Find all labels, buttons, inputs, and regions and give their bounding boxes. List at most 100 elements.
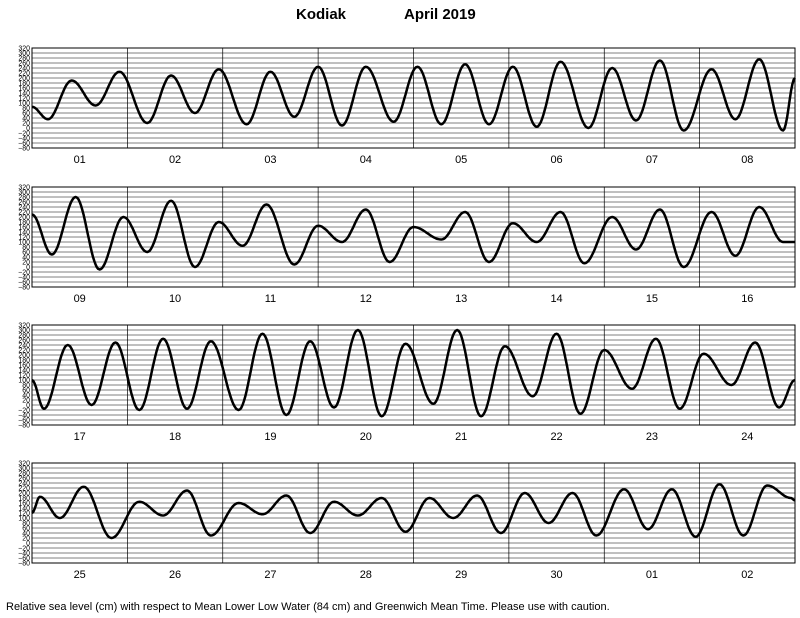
y-tick-label: 140 [18, 230, 30, 237]
y-tick-label: 220 [18, 71, 30, 78]
y-tick-label: 200 [18, 215, 30, 222]
y-tick-label: 80 [22, 106, 30, 113]
day-label: 01 [74, 154, 86, 166]
day-label: 24 [741, 431, 753, 443]
y-tick-label: 0 [26, 265, 30, 272]
day-label: 25 [74, 569, 86, 581]
day-label: 29 [455, 569, 467, 581]
y-tick-label: 80 [22, 245, 30, 252]
y-tick-label: 260 [18, 61, 30, 68]
y-tick-label: 240 [18, 205, 30, 212]
y-tick-label: 280 [18, 333, 30, 340]
y-tick-label: 60 [22, 250, 30, 257]
y-tick-label: −20 [18, 408, 30, 415]
y-tick-label: −80 [18, 146, 30, 153]
chart-footnote: Relative sea level (cm) with respect to … [6, 601, 610, 613]
y-tick-label: 60 [22, 526, 30, 533]
day-label: 06 [550, 154, 562, 166]
y-tick-label: 160 [18, 225, 30, 232]
y-tick-label: 20 [22, 260, 30, 267]
day-label: 17 [74, 431, 86, 443]
y-tick-label: 80 [22, 383, 30, 390]
y-tick-label: 180 [18, 496, 30, 503]
y-tick-label: 320 [18, 46, 30, 53]
y-tick-label: 300 [18, 51, 30, 58]
y-tick-label: 0 [26, 403, 30, 410]
day-label: 23 [646, 431, 658, 443]
day-label: 05 [455, 154, 467, 166]
y-tick-label: −40 [18, 551, 30, 558]
y-tick-label: 180 [18, 358, 30, 365]
y-tick-label: 0 [26, 541, 30, 548]
tide-chart: 3203002802602402202001801601401201008060… [18, 46, 796, 581]
y-tick-label: 260 [18, 476, 30, 483]
chart-title-station: Kodiak [296, 6, 347, 23]
day-label: 22 [550, 431, 562, 443]
y-tick-label: 0 [26, 126, 30, 133]
y-tick-label: 20 [22, 398, 30, 405]
day-label: 02 [741, 569, 753, 581]
y-tick-label: 40 [22, 255, 30, 262]
y-tick-label: 100 [18, 378, 30, 385]
y-tick-label: 120 [18, 235, 30, 242]
panel-frame [31, 186, 796, 288]
y-tick-label: −40 [18, 275, 30, 282]
y-tick-label: −20 [18, 270, 30, 277]
y-tick-label: 280 [18, 195, 30, 202]
y-tick-label: 320 [18, 461, 30, 468]
day-label: 15 [646, 293, 658, 305]
y-tick-label: −80 [18, 285, 30, 292]
y-tick-label: 100 [18, 101, 30, 108]
day-label: 18 [169, 431, 181, 443]
y-tick-label: 40 [22, 116, 30, 123]
tide-curve [31, 195, 795, 271]
y-tick-label: 140 [18, 506, 30, 513]
day-label: 30 [550, 569, 562, 581]
day-label: 08 [741, 154, 753, 166]
y-tick-label: 240 [18, 66, 30, 73]
day-label: 13 [455, 293, 467, 305]
y-tick-label: 120 [18, 511, 30, 518]
y-tick-label: 220 [18, 210, 30, 217]
y-tick-label: 140 [18, 91, 30, 98]
y-tick-label: 240 [18, 481, 30, 488]
y-tick-label: 220 [18, 486, 30, 493]
y-tick-label: −40 [18, 413, 30, 420]
y-tick-label: 120 [18, 373, 30, 380]
y-tick-label: −80 [18, 423, 30, 430]
tide-curve [31, 328, 796, 418]
y-tick-label: 80 [22, 521, 30, 528]
day-label: 09 [74, 293, 86, 305]
y-tick-label: 100 [18, 516, 30, 523]
day-label: 16 [741, 293, 753, 305]
tide-curve [31, 58, 796, 132]
y-tick-label: −20 [18, 546, 30, 553]
day-label: 04 [360, 154, 372, 166]
y-tick-label: 300 [18, 328, 30, 335]
y-tick-label: 280 [18, 56, 30, 63]
y-tick-label: −20 [18, 131, 30, 138]
y-tick-label: −60 [18, 556, 30, 563]
panel-frame [31, 324, 796, 426]
y-tick-label: 160 [18, 86, 30, 93]
y-tick-label: 120 [18, 96, 30, 103]
y-tick-label: −40 [18, 136, 30, 143]
y-tick-label: 220 [18, 348, 30, 355]
y-tick-label: 320 [18, 323, 30, 330]
y-tick-label: 260 [18, 338, 30, 345]
day-label: 28 [360, 569, 372, 581]
y-tick-label: 240 [18, 343, 30, 350]
chart-title-period: April 2019 [404, 6, 476, 23]
y-tick-label: 260 [18, 200, 30, 207]
day-label: 07 [646, 154, 658, 166]
y-tick-label: 60 [22, 111, 30, 118]
day-label: 01 [646, 569, 658, 581]
y-tick-label: 160 [18, 363, 30, 370]
y-tick-label: 20 [22, 121, 30, 128]
y-tick-label: 160 [18, 501, 30, 508]
day-label: 10 [169, 293, 181, 305]
day-label: 26 [169, 569, 181, 581]
day-label: 27 [264, 569, 276, 581]
y-tick-label: −60 [18, 280, 30, 287]
y-tick-label: 200 [18, 491, 30, 498]
